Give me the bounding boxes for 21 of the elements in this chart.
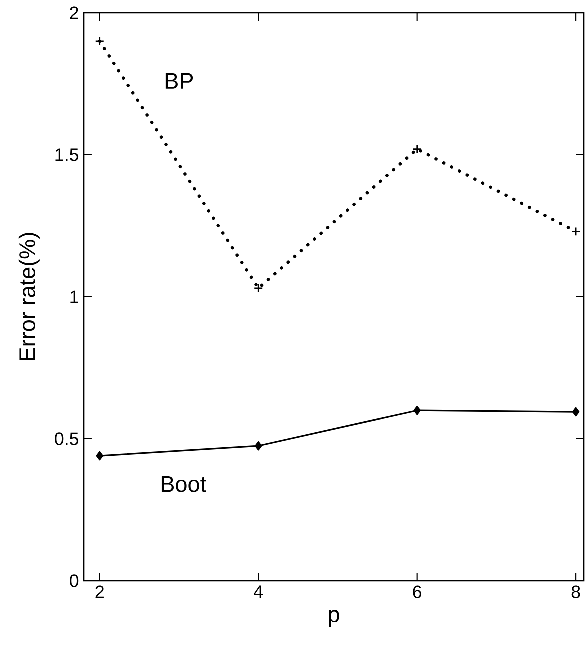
point — [571, 227, 581, 236]
point — [412, 144, 422, 154]
y-tick-label: 1 — [70, 290, 78, 304]
y-tick-label: 1.5 — [56, 148, 79, 162]
x-axis-title: p — [329, 610, 340, 627]
point — [254, 284, 264, 294]
y-tick-label: 0.5 — [55, 432, 79, 446]
point — [254, 441, 262, 451]
y-tick-label: 0 — [70, 574, 79, 588]
series-label: Boot — [162, 476, 206, 492]
y-tick-label: 2 — [70, 6, 78, 20]
point — [96, 451, 104, 461]
x-tick-label: 6 — [413, 586, 422, 598]
x-tick-label: 2 — [96, 586, 104, 598]
x-tick-label: 8 — [572, 586, 580, 598]
series-label: BP — [166, 73, 194, 89]
point — [95, 36, 105, 46]
point — [572, 407, 580, 417]
point — [414, 406, 421, 416]
x-tick-label: 4 — [254, 586, 264, 598]
y-axis-title: Error rate(%) — [18, 233, 40, 360]
